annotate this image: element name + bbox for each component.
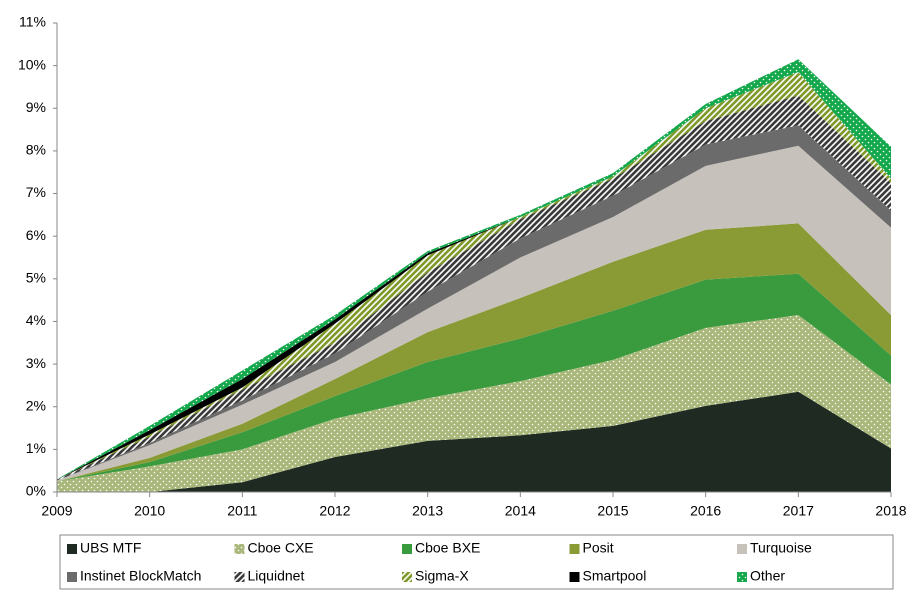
legend-swatch	[569, 572, 580, 582]
x-tick-label: 2017	[783, 503, 814, 519]
legend-swatch	[402, 544, 412, 554]
y-tick-label: 2%	[26, 397, 46, 413]
legend-label: Posit	[583, 540, 614, 556]
legend-box	[59, 534, 894, 590]
legend-label: Smartpool	[583, 568, 647, 584]
legend-swatch	[402, 572, 412, 582]
legend-label: Liquidnet	[248, 568, 305, 584]
y-tick-label: 6%	[26, 227, 46, 243]
x-tick-label: 2009	[41, 503, 72, 519]
legend-swatch	[737, 544, 747, 554]
area	[57, 273, 891, 482]
legend-label: Cboe BXE	[415, 540, 480, 556]
y-tick-label: 3%	[26, 355, 46, 371]
y-tick-label: 7%	[26, 184, 46, 200]
area	[57, 72, 891, 480]
x-tick-label: 2010	[134, 503, 165, 519]
y-tick-label: 10%	[18, 56, 46, 72]
area	[57, 72, 891, 480]
legend-label: Other	[750, 568, 785, 584]
x-tick-label: 2018	[875, 503, 906, 519]
x-tick-label: 2013	[412, 503, 443, 519]
legend-swatch	[737, 572, 747, 582]
area	[57, 95, 891, 481]
y-tick-label: 9%	[26, 99, 46, 115]
legend-label: Cboe CXE	[248, 540, 314, 556]
y-tick-label: 8%	[26, 142, 46, 158]
legend-label: Instinet BlockMatch	[80, 568, 201, 584]
x-tick-label: 2012	[319, 503, 350, 519]
x-tick-label: 2016	[690, 503, 721, 519]
legend-swatch	[569, 544, 580, 554]
legend-swatch	[67, 544, 77, 554]
y-tick-label: 11%	[19, 14, 46, 30]
legend-swatch	[67, 572, 77, 582]
legend-label: Turquoise	[750, 540, 812, 556]
legend-label: UBS MTF	[80, 540, 141, 556]
y-tick-label: 1%	[26, 440, 46, 456]
area	[57, 145, 891, 482]
x-tick-label: 2011	[227, 503, 257, 519]
legend-label: Sigma-X	[415, 568, 469, 584]
x-tick-label: 2015	[597, 503, 628, 519]
area	[57, 391, 891, 492]
y-tick-label: 5%	[26, 270, 46, 286]
y-tick-label: 0%	[26, 483, 46, 499]
x-tick-label: 2014	[505, 503, 536, 519]
y-tick-label: 4%	[26, 312, 46, 328]
legend-swatch	[234, 544, 245, 554]
area	[57, 223, 891, 482]
area	[57, 315, 891, 492]
legend-swatch	[234, 572, 245, 582]
area	[57, 125, 891, 481]
